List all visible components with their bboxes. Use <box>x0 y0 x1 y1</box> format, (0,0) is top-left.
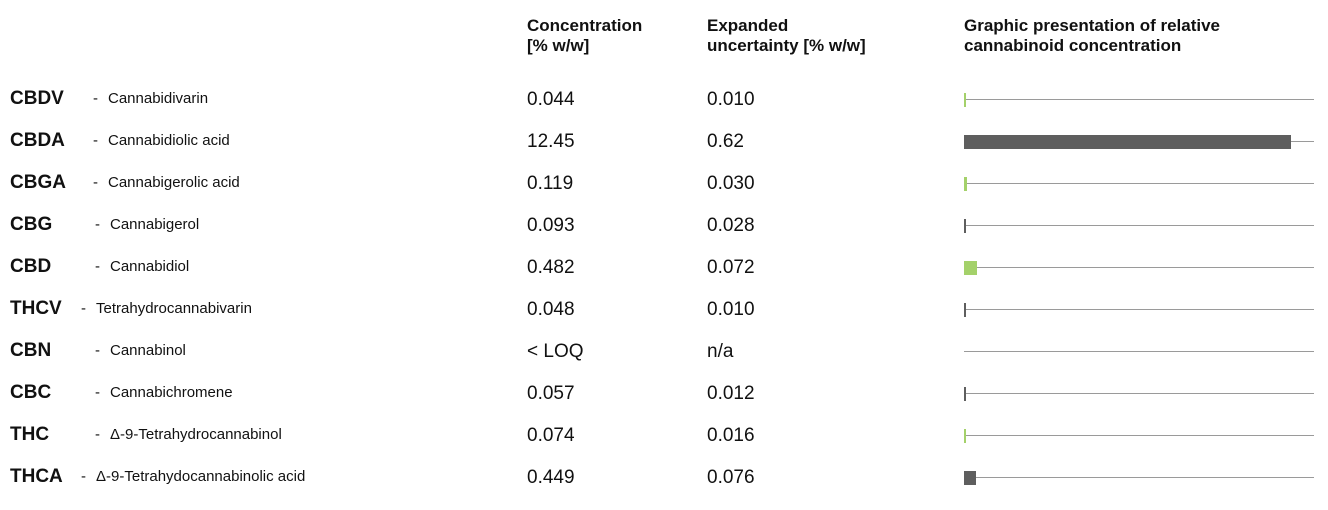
cannabinoid-name: Cannabidiolic acid <box>108 132 230 149</box>
separator-dash: - <box>93 132 98 149</box>
separator-dash: - <box>93 90 98 107</box>
concentration-value: < LOQ <box>527 341 584 362</box>
cannabinoid-abbreviation: CBG <box>10 214 53 235</box>
table-row: CBC - Cannabichromene 0.057 0.012 <box>0 382 1328 426</box>
concentration-bar-track <box>964 300 1314 320</box>
concentration-value: 0.119 <box>527 173 574 194</box>
concentration-bar-track <box>964 258 1314 278</box>
concentration-bar-track <box>964 174 1314 194</box>
concentration-bar-track <box>964 132 1314 152</box>
bar-baseline <box>964 99 1314 100</box>
cannabinoid-abbreviation: CBN <box>10 340 52 361</box>
table-row: THC - Δ-9-Tetrahydrocannabinol 0.074 0.016 <box>0 424 1328 468</box>
uncertainty-value: 0.012 <box>707 383 755 404</box>
bar-baseline <box>964 393 1314 394</box>
separator-dash: - <box>93 174 98 191</box>
cannabinoid-abbreviation: CBD <box>10 256 52 277</box>
separator-dash: - <box>95 342 100 359</box>
bar-baseline <box>964 477 1314 478</box>
cannabinoid-name: Cannabigerol <box>110 216 200 233</box>
concentration-bar <box>964 470 976 485</box>
uncertainty-value: 0.072 <box>707 257 755 278</box>
bar-baseline <box>964 351 1314 352</box>
separator-dash: - <box>95 384 100 401</box>
concentration-bar <box>964 428 966 443</box>
cannabinoid-abbreviation: THCV <box>10 298 62 319</box>
uncertainty-value: 0.028 <box>707 215 755 236</box>
table-row: THCV - Tetrahydrocannabivarin 0.048 0.010 <box>0 298 1328 342</box>
concentration-value: 0.074 <box>527 425 575 446</box>
bar-baseline <box>964 309 1314 310</box>
cannabinoid-name: Cannabidivarin <box>108 90 209 107</box>
separator-dash: - <box>95 426 100 443</box>
concentration-value: 0.449 <box>527 467 575 488</box>
uncertainty-value: 0.62 <box>707 131 744 152</box>
separator-dash: - <box>95 216 100 233</box>
concentration-value: 0.048 <box>527 299 575 320</box>
cannabinoid-name: Tetrahydrocannabivarin <box>96 300 252 317</box>
cannabinoid-abbreviation: CBGA <box>10 172 66 193</box>
table-row: THCA - Δ-9-Tetrahydocannabinolic acid 0.449… <box>0 466 1328 510</box>
concentration-value: 0.044 <box>527 89 575 110</box>
concentration-bar <box>964 260 977 275</box>
concentration-bar <box>964 302 966 317</box>
separator-dash: - <box>81 468 86 485</box>
concentration-value: 0.093 <box>527 215 575 236</box>
concentration-bar-track <box>964 426 1314 446</box>
table-row: CBG - Cannabigerol 0.093 0.028 <box>0 214 1328 258</box>
concentration-bar-track <box>964 90 1314 110</box>
cannabinoid-name: Cannabinol <box>110 342 186 359</box>
concentration-bar <box>964 92 966 107</box>
cannabinoid-abbreviation: CBDA <box>10 130 65 151</box>
uncertainty-value: n/a <box>707 341 734 362</box>
uncertainty-value: 0.076 <box>707 467 755 488</box>
concentration-bar <box>964 134 1291 149</box>
uncertainty-value: 0.010 <box>707 299 755 320</box>
uncertainty-value: 0.030 <box>707 173 755 194</box>
separator-dash: - <box>81 300 86 317</box>
graphic-header: Graphic presentation of relative cannabi… <box>964 16 1221 55</box>
cannabinoid-name: Cannabigerolic acid <box>108 174 240 191</box>
cannabinoid-abbreviation: CBDV <box>10 88 64 109</box>
cannabinoid-name: Δ-9-Tetrahydrocannabinol <box>110 426 282 443</box>
table-row: CBDA - Cannabidiolic acid 12.45 0.62 <box>0 130 1328 174</box>
concentration-value: 0.482 <box>527 257 575 278</box>
cannabinoid-name: Cannabidiol <box>110 258 190 275</box>
uncertainty-value: 0.016 <box>707 425 755 446</box>
concentration-bar-track <box>964 342 1314 362</box>
cannabinoid-abbreviation: THCA <box>10 466 63 487</box>
table-row: CBN - Cannabinol < LOQ n/a <box>0 340 1328 384</box>
concentration-bar-track <box>964 468 1314 488</box>
uncertainty-header: Expanded uncertainty [% w/w] <box>707 16 866 55</box>
bar-baseline <box>964 435 1314 436</box>
bar-baseline <box>964 183 1314 184</box>
separator-dash: - <box>95 258 100 275</box>
concentration-bar <box>964 176 967 191</box>
concentration-bar <box>964 218 966 233</box>
uncertainty-value: 0.010 <box>707 89 755 110</box>
cannabinoid-name: Δ-9-Tetrahydocannabinolic acid <box>96 468 306 485</box>
table-row: CBGA - Cannabigerolic acid 0.119 0.030 <box>0 172 1328 216</box>
concentration-header: Concentration [% w/w] <box>527 16 643 55</box>
cannabinoid-abbreviation: THC <box>10 424 50 445</box>
concentration-value: 0.057 <box>527 383 575 404</box>
concentration-bar-track <box>964 384 1314 404</box>
table-row: CBDV - Cannabidivarin 0.044 0.010 <box>0 88 1328 132</box>
concentration-value: 12.45 <box>527 131 575 152</box>
concentration-bar-track <box>964 216 1314 236</box>
concentration-bar <box>964 386 966 401</box>
cannabinoid-name: Cannabichromene <box>110 384 233 401</box>
bar-baseline <box>964 225 1314 226</box>
table-row: CBD - Cannabidiol 0.482 0.072 <box>0 256 1328 300</box>
bar-baseline <box>964 267 1314 268</box>
cannabinoid-abbreviation: CBC <box>10 382 52 403</box>
